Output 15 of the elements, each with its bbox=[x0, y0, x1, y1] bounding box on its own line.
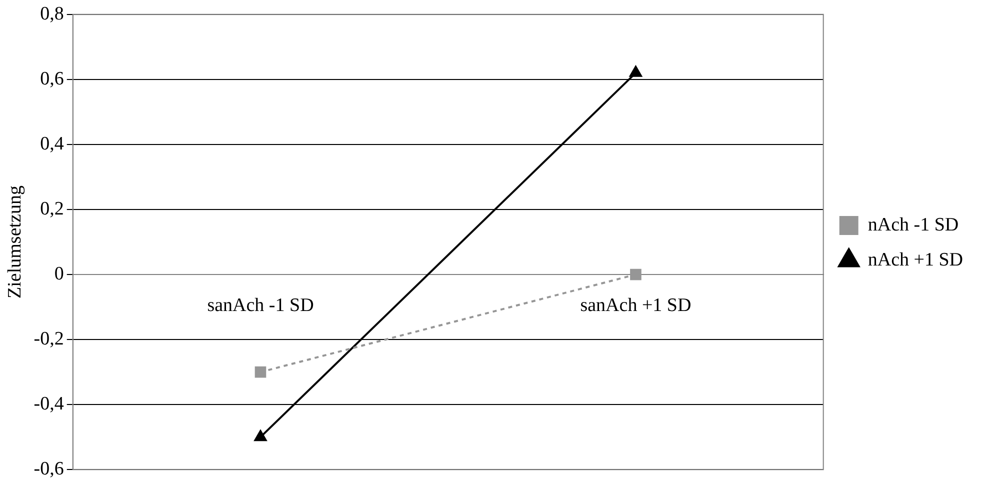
y-tick-label: 0,8 bbox=[40, 3, 64, 24]
point bbox=[254, 366, 266, 378]
legend-label: nAch +1 SD bbox=[868, 249, 964, 270]
y-tick-label: 0,6 bbox=[40, 68, 64, 90]
y-axis-title: Zielumsetzung bbox=[4, 185, 26, 298]
y-tick-label: 0 bbox=[54, 264, 64, 284]
y-tick-label: -0,6 bbox=[34, 458, 64, 480]
y-tick-label: -0,2 bbox=[34, 328, 64, 350]
x-tick-label: sanAch +1 SD bbox=[580, 294, 692, 316]
legend-label: nAch -1 SD bbox=[868, 214, 959, 236]
y-tick-label: 0,2 bbox=[40, 198, 64, 220]
x-tick-label: sanAch -1 SD bbox=[207, 294, 314, 316]
y-tick-label: -0,4 bbox=[34, 394, 64, 415]
y-tick-label: 0,4 bbox=[40, 133, 64, 154]
point bbox=[630, 268, 642, 280]
